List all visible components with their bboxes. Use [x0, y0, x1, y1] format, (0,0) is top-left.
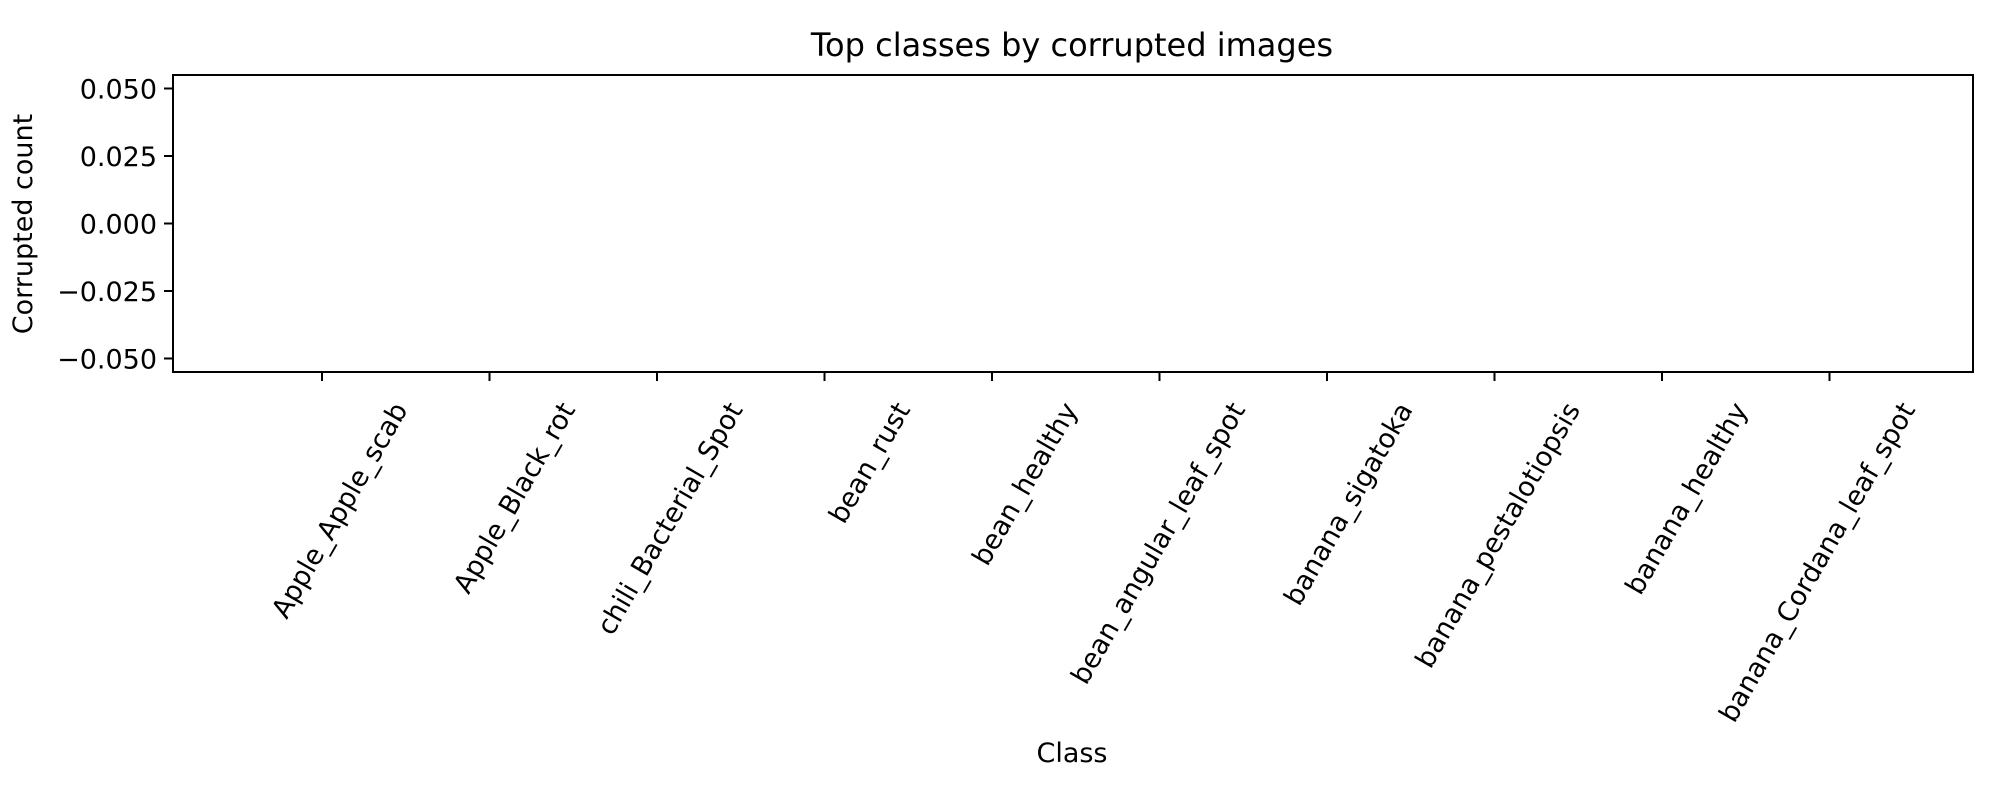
x-tick-label: Apple_Black_rot — [448, 397, 582, 598]
x-axis-label: Class — [1036, 738, 1107, 769]
y-axis-ticks: 0.050 0.025 0.000 −0.025 −0.050 — [57, 75, 173, 376]
y-tick-label: −0.025 — [57, 277, 157, 308]
y-tick-label: −0.050 — [57, 345, 157, 376]
x-tick-label: bean_healthy — [966, 397, 1084, 570]
x-axis-ticks: Apple_Apple_scab Apple_Black_rot chili_Bac… — [266, 372, 1922, 728]
x-tick-label: banana_sigatoka — [1278, 397, 1419, 610]
x-tick-label: chili_Bacterial_Spot — [591, 397, 749, 640]
y-tick-label: 0.050 — [80, 75, 157, 106]
y-tick-label: 0.000 — [80, 210, 157, 241]
x-tick-label: Apple_Apple_scab — [266, 397, 415, 623]
y-tick-label: 0.025 — [80, 142, 157, 173]
plot-frame — [172, 74, 1974, 373]
x-tick-label: bean_angular_leaf_spot — [1065, 397, 1252, 689]
x-tick-label: bean_rust — [823, 397, 917, 528]
x-tick-label: banana_pestalotiopsis — [1410, 397, 1587, 673]
chart-title: Top classes by corrupted images — [810, 26, 1333, 64]
x-tick-label: banana_healthy — [1620, 397, 1755, 600]
y-axis-label: Corrupted count — [8, 114, 39, 334]
x-tick-label: banana_Cordana_leaf_spot — [1713, 397, 1922, 727]
